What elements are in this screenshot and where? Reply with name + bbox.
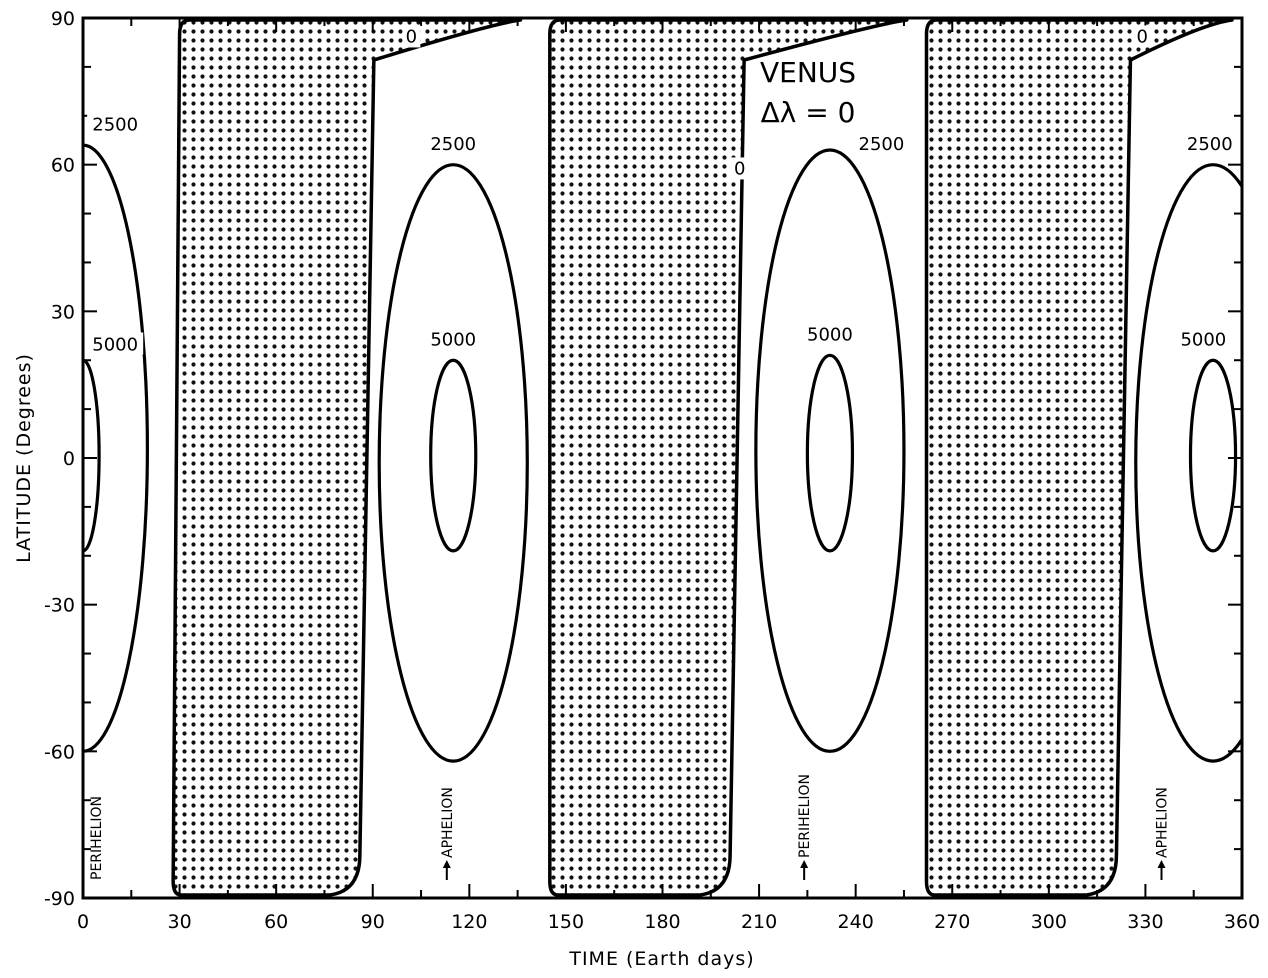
label-bg — [425, 132, 482, 154]
x-tick-label-240: 240 — [838, 911, 874, 933]
contour-labels: 2500 5000 2500 5000 2500 5000 2500 5000 0 0 0 — [87, 25, 1238, 355]
x-tick-label-300: 300 — [1031, 911, 1067, 933]
annotation-arrow-head — [1157, 860, 1166, 868]
contour-5000-6 — [805, 353, 855, 553]
zero-label-1: 0 — [406, 26, 417, 47]
y-tick-label-60: 60 — [51, 155, 75, 177]
zero-label-3: 0 — [1136, 26, 1147, 47]
contour-label-5000-4: 5000 — [430, 330, 476, 351]
x-axis-label: TIME (Earth days) — [568, 948, 754, 970]
x-tick-label-150: 150 — [548, 911, 584, 933]
x-tick-label-120: 120 — [451, 911, 487, 933]
x-tick-label-270: 270 — [934, 911, 970, 933]
y-tick-label-90: 90 — [51, 8, 75, 30]
label-bg — [87, 112, 144, 135]
annotation-aphelion-4: APHELION — [1155, 787, 1171, 858]
x-tick-label-60: 60 — [264, 911, 288, 933]
x-tick-label-330: 330 — [1127, 911, 1163, 933]
y-tick-label--30: -30 — [44, 595, 75, 617]
annotation-perihelion-1: PERIHELION — [89, 796, 105, 880]
contour-2500-5 — [754, 148, 906, 753]
annotation-aphelion-2: APHELION — [440, 787, 456, 858]
label-bg — [1133, 25, 1152, 48]
night-regions — [171, 18, 1234, 897]
label-bg — [853, 132, 910, 154]
y-tick-label--60: -60 — [44, 741, 75, 763]
contour-lines — [83, 143, 1242, 763]
contour-label-2500-5: 2500 — [859, 134, 905, 155]
label-bg — [1181, 132, 1238, 154]
x-tick-label-90: 90 — [361, 911, 385, 933]
axis-ticks: 0 30 60 90 120 150 180 210 240 270 300 330 360-90-60… — [44, 8, 1260, 933]
night-region-3 — [924, 18, 1234, 897]
contour-5000-2 — [83, 358, 101, 553]
label-bg — [425, 327, 482, 350]
x-tick-label-210: 210 — [741, 911, 777, 933]
zero-label-2: 0 — [734, 158, 745, 179]
y-tick-label--90: -90 — [44, 888, 75, 910]
label-bg — [1175, 327, 1232, 350]
y-tick-label-0: 0 — [63, 448, 75, 470]
y-axis-label: LATITUDE (Degrees) — [13, 353, 35, 563]
contour-2500-3 — [377, 163, 529, 763]
annotation-perihelion-3: PERIHELION — [797, 774, 813, 858]
contour-label-2500-3: 2500 — [430, 134, 476, 155]
contour-label-2500-1: 2500 — [92, 114, 138, 135]
contour-5000-4 — [429, 358, 478, 553]
x-tick-label-30: 30 — [167, 911, 191, 933]
contour-2500-1 — [83, 143, 149, 753]
night-region-1 — [171, 18, 523, 897]
contour-label-2500-7: 2500 — [1187, 134, 1233, 155]
y-tick-label-30: 30 — [51, 301, 75, 323]
contour-label-5000-2: 5000 — [92, 334, 138, 355]
contour-label-5000-6: 5000 — [807, 325, 853, 346]
label-bg — [87, 332, 144, 355]
label-bg — [402, 25, 421, 48]
label-bg — [730, 157, 749, 180]
annotation-arrow-head — [442, 860, 451, 868]
contour-5000-8 — [1188, 358, 1238, 553]
orbit-annotations: PERIHELION APHELION PERIHELION APHELION — [89, 774, 1171, 880]
x-tick-label-0: 0 — [77, 911, 89, 933]
label-bg — [801, 322, 858, 345]
x-tick-label-360: 360 — [1224, 911, 1260, 933]
contour-label-5000-8: 5000 — [1180, 330, 1226, 351]
night-region-2 — [548, 18, 909, 897]
contour-2500-7 — [1134, 163, 1242, 763]
chart-subtitle: Δλ = 0 — [761, 96, 856, 129]
annotation-arrow-head — [800, 860, 809, 868]
x-tick-label-180: 180 — [644, 911, 680, 933]
chart-title: VENUS — [760, 56, 856, 89]
